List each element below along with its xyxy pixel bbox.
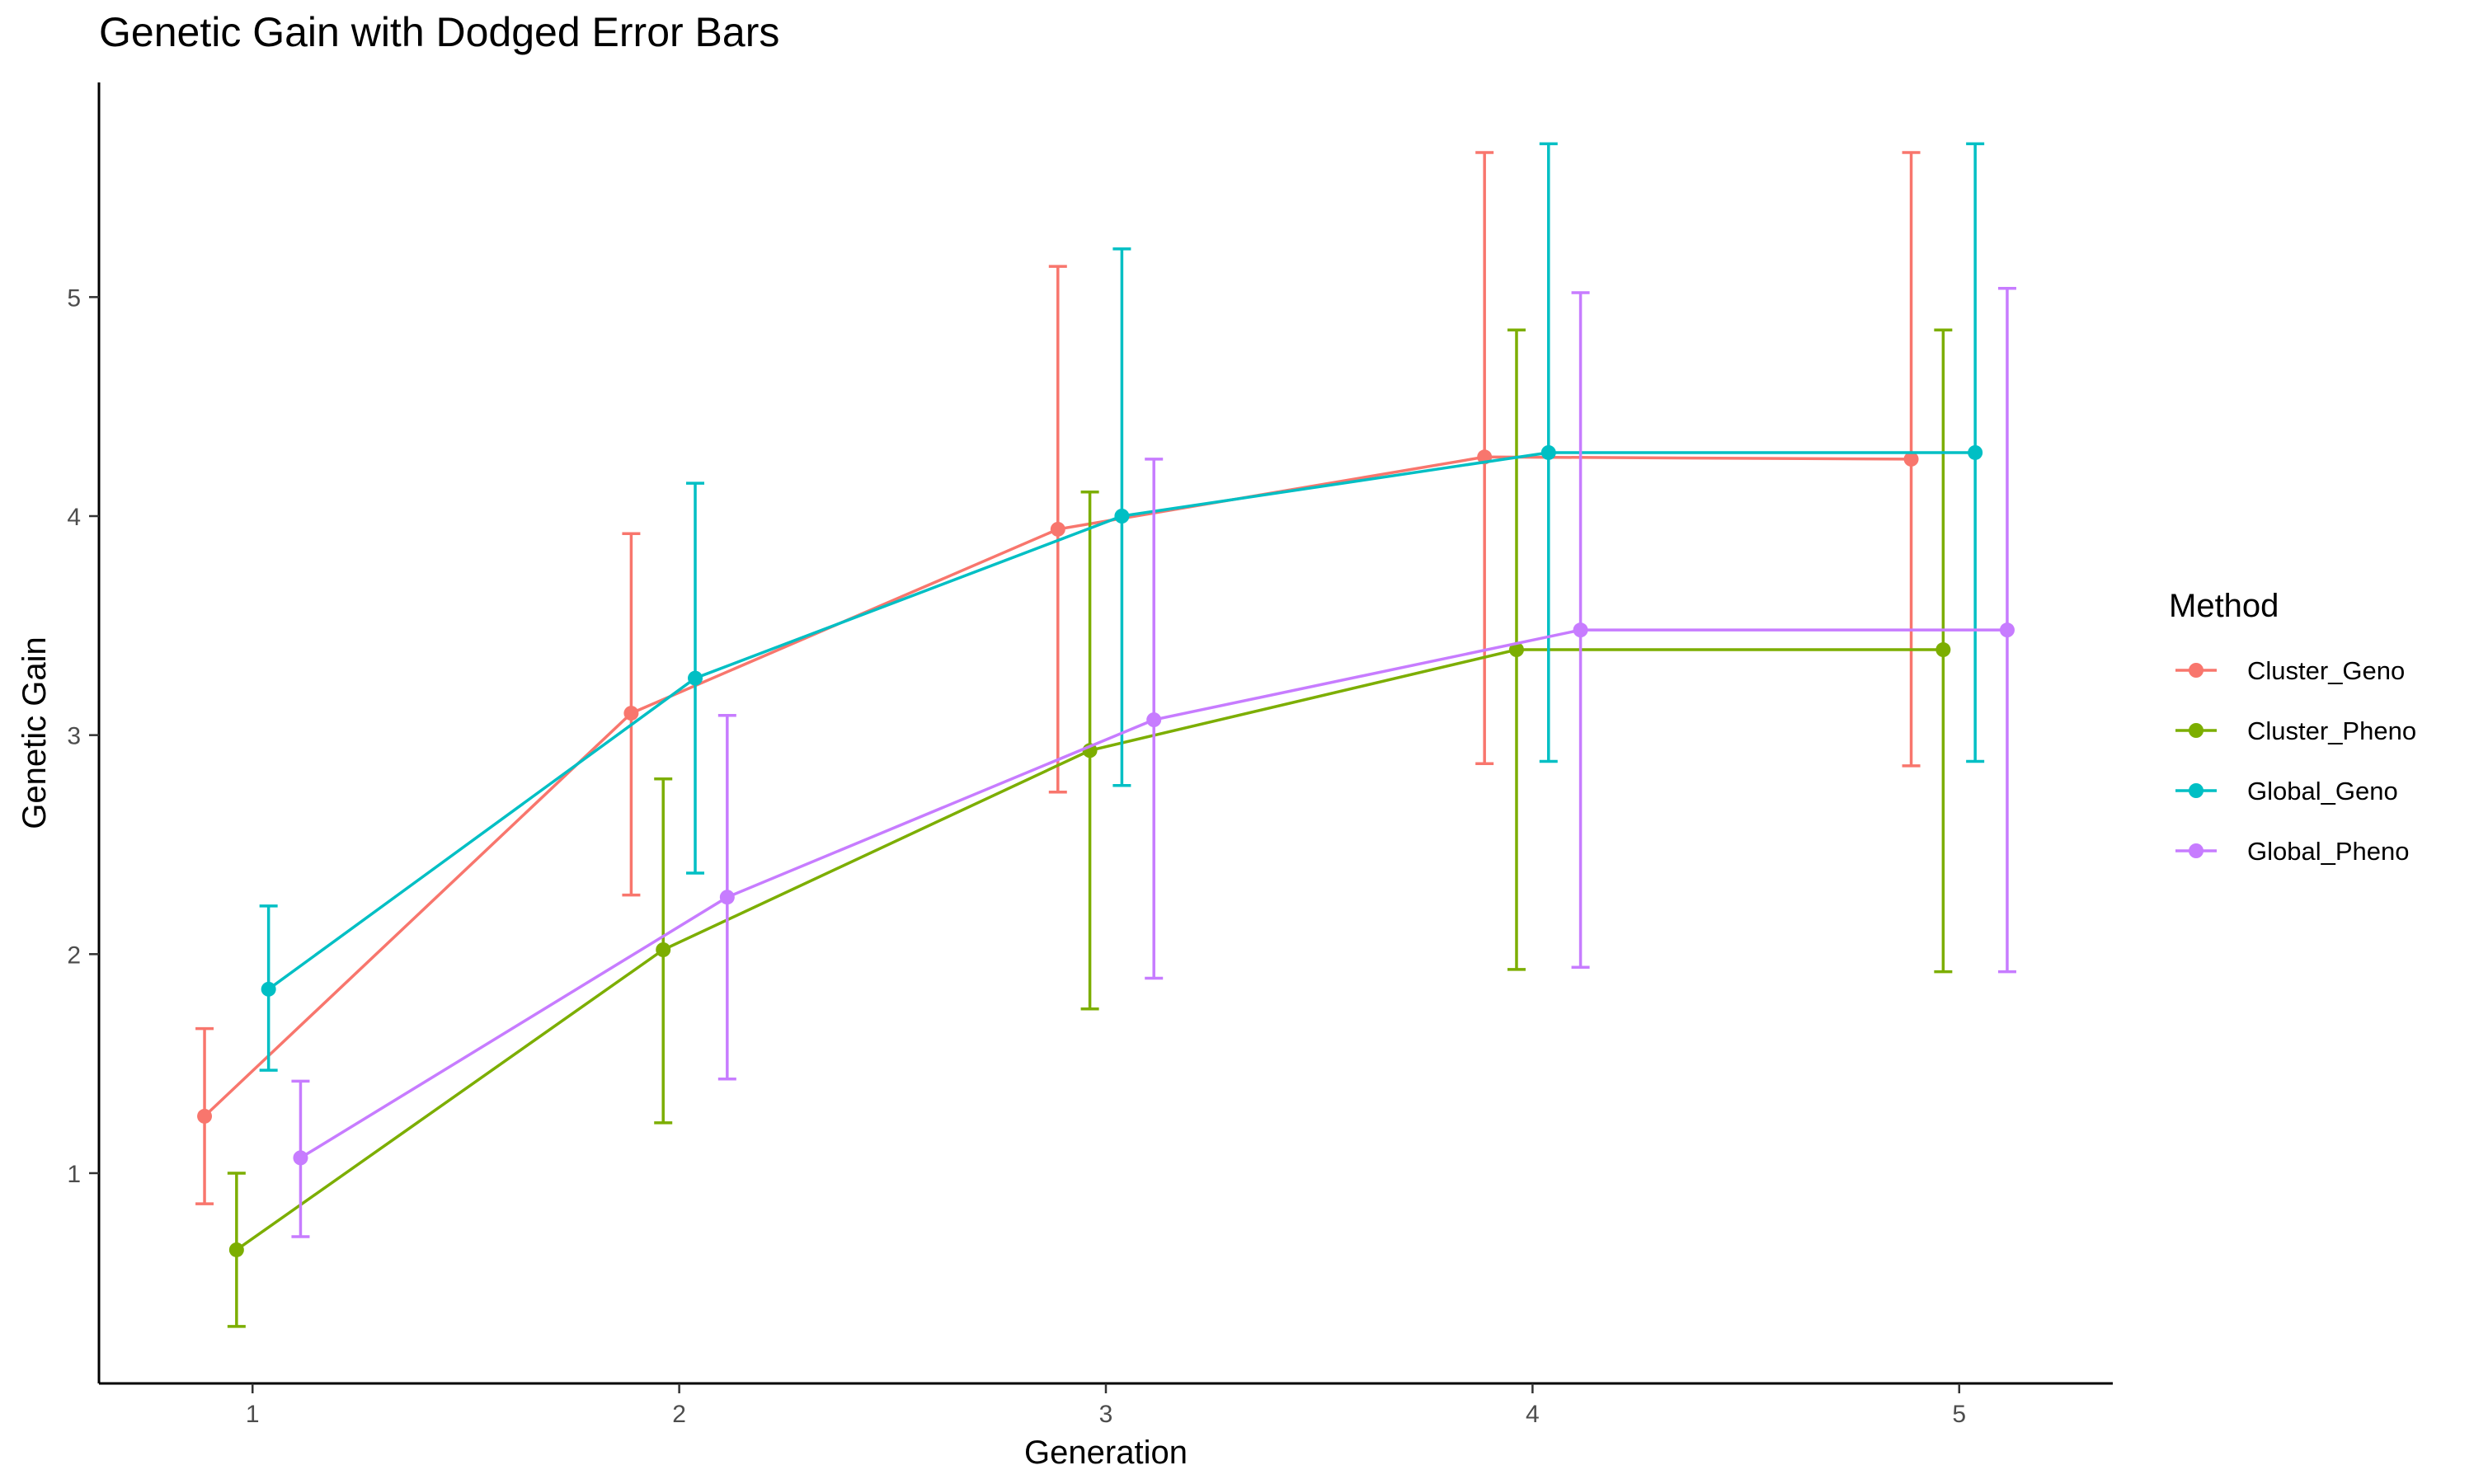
legend-key-point [2189, 783, 2204, 798]
legend-title: Method [2169, 588, 2279, 624]
data-point [197, 1108, 213, 1124]
legend-label: Global_Pheno [2247, 837, 2410, 866]
data-point [1935, 642, 1951, 658]
legend-key-point [2189, 663, 2204, 678]
ticks: 1 2 3 4 5 1 2 3 4 5 [67, 284, 1966, 1428]
data-point [1146, 712, 1162, 728]
x-tick-label: 2 [672, 1401, 686, 1428]
series-cluster-pheno [227, 328, 1953, 1328]
chart-title: Genetic Gain with Dodged Error Bars [99, 9, 780, 55]
y-tick-label: 4 [67, 504, 81, 531]
series-global-pheno [291, 286, 2016, 1238]
legend-key-point [2189, 843, 2204, 858]
y-tick-label: 2 [67, 942, 81, 969]
series-cluster-geno [195, 151, 1921, 1205]
data-point [1050, 521, 1065, 537]
x-tick-label: 4 [1526, 1401, 1540, 1428]
series-layer [195, 142, 2016, 1328]
data-point [1968, 444, 1983, 460]
x-tick-label: 5 [1952, 1401, 1966, 1428]
legend-item: Global_Geno [2175, 777, 2398, 805]
data-point [293, 1150, 308, 1166]
legend-label: Cluster_Pheno [2247, 716, 2416, 745]
data-point [1999, 622, 2015, 638]
y-tick-label: 1 [67, 1161, 81, 1188]
legend-label: Cluster_Geno [2247, 656, 2405, 685]
legend: Method Cluster_Geno Cluster_Pheno Global_G… [2169, 588, 2416, 866]
legend-item: Cluster_Geno [2175, 656, 2405, 685]
y-tick-label: 5 [67, 284, 81, 312]
x-tick-label: 1 [246, 1401, 260, 1428]
axes [97, 82, 2113, 1385]
x-axis-title: Generation [1024, 1435, 1188, 1471]
data-point [688, 670, 703, 686]
legend-key-point [2189, 723, 2204, 738]
data-point [1540, 444, 1556, 460]
data-point [623, 706, 639, 721]
data-point [656, 942, 671, 957]
data-point [1114, 509, 1130, 524]
legend-label: Global_Geno [2247, 777, 2398, 805]
y-tick-label: 3 [67, 723, 81, 750]
data-point [228, 1242, 244, 1257]
data-point [1508, 642, 1524, 658]
data-point [1903, 451, 1919, 467]
data-point [261, 981, 276, 997]
series-global-geno [259, 142, 1985, 1072]
legend-item: Cluster_Pheno [2175, 716, 2416, 745]
data-point [1573, 622, 1588, 638]
y-axis-title: Genetic Gain [16, 636, 53, 829]
x-tick-label: 3 [1099, 1401, 1113, 1428]
legend-item: Global_Pheno [2175, 837, 2410, 866]
data-point [719, 890, 735, 905]
